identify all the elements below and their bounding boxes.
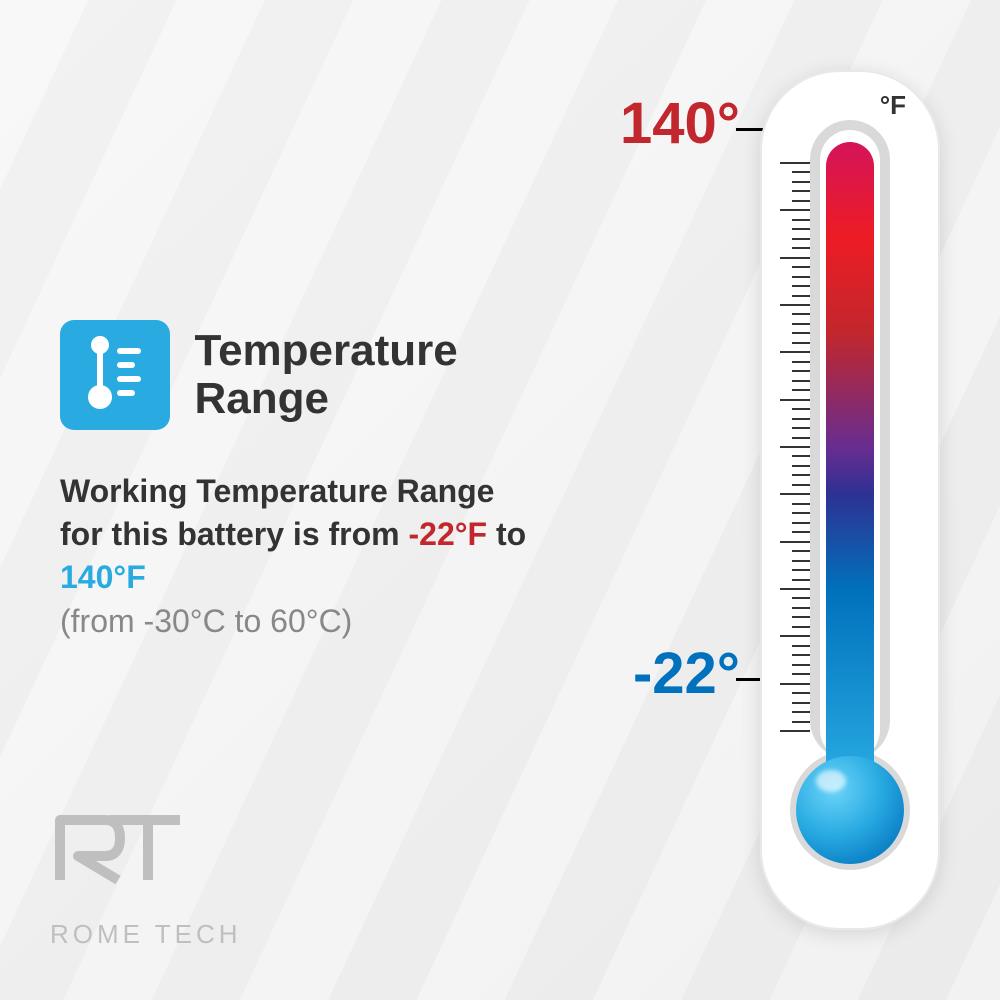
heading-row: Temperature Range [60, 320, 540, 430]
tick-minor [792, 503, 810, 505]
tick-minor [792, 455, 810, 457]
tick-minor [792, 654, 810, 656]
tick-minor [792, 512, 810, 514]
heading-text: Temperature Range [194, 327, 457, 424]
tick-minor [792, 702, 810, 704]
desc-cold-f: -22°F [409, 516, 488, 552]
tick-minor [792, 418, 810, 420]
tick-minor [792, 238, 810, 240]
tick-major [780, 730, 810, 732]
tick-minor [792, 531, 810, 533]
tick-minor [792, 219, 810, 221]
tick-major [780, 399, 810, 401]
tick-minor [792, 228, 810, 230]
desc-celsius: (from -30°C to 60°C) [60, 603, 352, 639]
tick-minor [792, 437, 810, 439]
thermometer-ticks [780, 162, 810, 730]
tick-minor [792, 692, 810, 694]
tick-minor [792, 342, 810, 344]
tick-minor [792, 380, 810, 382]
tick-minor [792, 484, 810, 486]
tick-minor [792, 332, 810, 334]
tick-major [780, 683, 810, 685]
tick-minor [792, 276, 810, 278]
tick-minor [792, 579, 810, 581]
tick-major [780, 635, 810, 637]
tick-minor [792, 569, 810, 571]
tick-minor [792, 626, 810, 628]
tick-minor [792, 550, 810, 552]
thermometer: °F [720, 70, 940, 930]
logo-mark-icon [50, 810, 210, 910]
tick-major [780, 162, 810, 164]
tick-minor [792, 560, 810, 562]
tick-minor [792, 408, 810, 410]
tick-minor [792, 190, 810, 192]
tick-minor [792, 597, 810, 599]
tick-minor [792, 465, 810, 467]
tick-minor [792, 721, 810, 723]
tick-major [780, 257, 810, 259]
tick-minor [792, 171, 810, 173]
tick-minor [792, 313, 810, 315]
tick-minor [792, 664, 810, 666]
tick-minor [792, 645, 810, 647]
unit-label: °F [880, 90, 906, 121]
tick-minor [792, 247, 810, 249]
tick-minor [792, 427, 810, 429]
tick-minor [792, 389, 810, 391]
description: Working Temperature Range for this batte… [60, 470, 540, 643]
content-block: Temperature Range Working Temperature Ra… [60, 320, 540, 643]
tick-minor [792, 200, 810, 202]
desc-middle: to [487, 516, 526, 552]
tick-minor [792, 711, 810, 713]
tick-minor [792, 370, 810, 372]
tick-major [780, 493, 810, 495]
tick-minor [792, 474, 810, 476]
tick-minor [792, 616, 810, 618]
tick-minor [792, 285, 810, 287]
tick-major [780, 209, 810, 211]
tick-major [780, 304, 810, 306]
tick-minor [792, 266, 810, 268]
thermometer-fluid [826, 142, 874, 782]
tick-minor [792, 181, 810, 183]
tick-major [780, 541, 810, 543]
thermometer-bulb [796, 756, 904, 864]
logo-name: ROME TECH [50, 919, 242, 950]
tick-minor [792, 522, 810, 524]
heading-line1: Temperature [194, 327, 457, 375]
tick-minor [792, 607, 810, 609]
tick-minor [792, 323, 810, 325]
thermometer-icon [60, 320, 170, 430]
desc-hot-f: 140°F [60, 559, 146, 595]
brand-logo: ROME TECH [50, 810, 242, 950]
tick-major [780, 446, 810, 448]
tick-major [780, 588, 810, 590]
tick-minor [792, 673, 810, 675]
thermometer-bulb-shine [816, 770, 846, 792]
tick-minor [792, 295, 810, 297]
tick-major [780, 351, 810, 353]
tick-minor [792, 361, 810, 363]
heading-line2: Range [194, 375, 457, 423]
